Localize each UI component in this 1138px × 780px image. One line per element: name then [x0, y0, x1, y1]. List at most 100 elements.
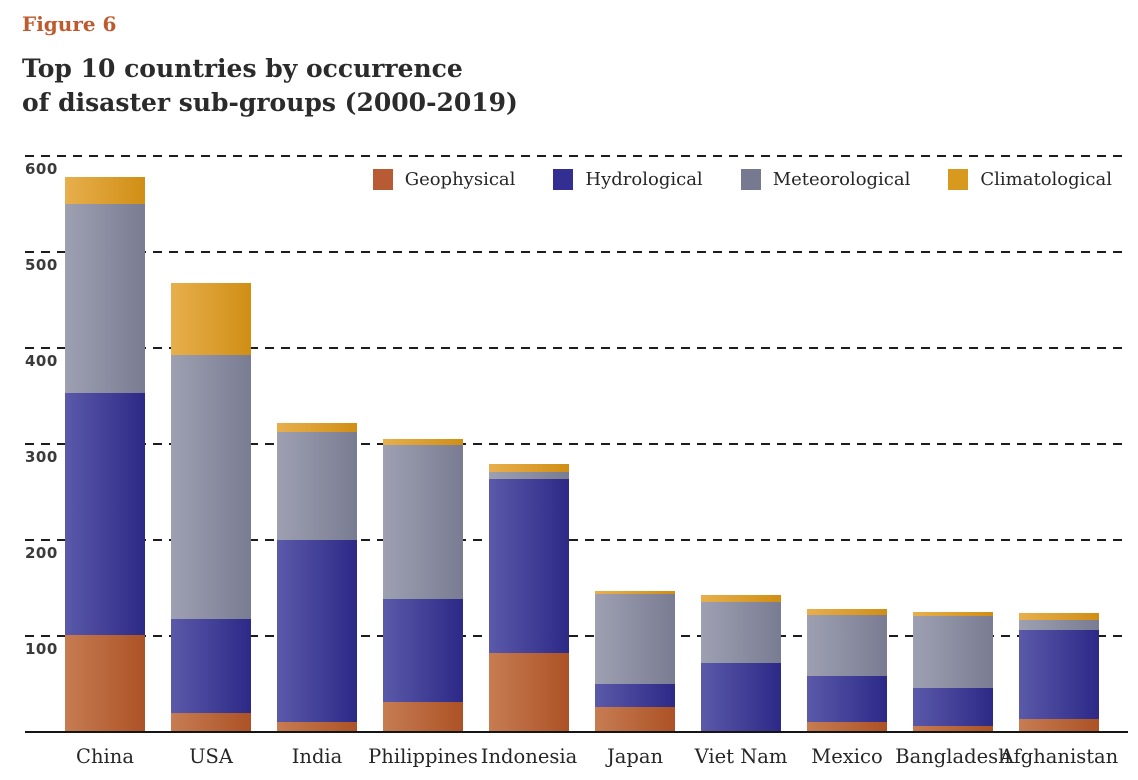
gridline-400: [25, 347, 1128, 349]
x-label-cell-indonesia: Indonesia: [481, 745, 577, 768]
y-tick-label-300: 300: [25, 448, 58, 466]
segment-hydrological-bangladesh: [913, 687, 993, 727]
segment-climatological-afghanistan: [1019, 612, 1099, 620]
y-tick-label-100: 100: [25, 640, 58, 658]
bars-area: [25, 155, 1128, 731]
segment-climatological-india: [277, 422, 357, 433]
legend-swatch-climatological: [948, 169, 969, 190]
segment-hydrological-india: [277, 539, 357, 723]
y-tick-label-500: 500: [25, 256, 58, 274]
x-label-usa: USA: [189, 745, 233, 768]
x-label-philippines: Philippines: [368, 745, 478, 768]
segment-geophysical-india: [277, 722, 357, 731]
legend-label-meteorological: Meteorological: [772, 169, 911, 190]
legend-swatch-hydrological: [553, 169, 574, 190]
x-label-cell-china: China: [65, 745, 145, 768]
chart-title: Top 10 countries by occurrence of disast…: [22, 52, 518, 120]
segment-geophysical-bangladesh: [913, 726, 993, 731]
x-label-indonesia: Indonesia: [480, 745, 578, 768]
gridline-200: [25, 539, 1128, 541]
x-label-cell-afghanistan: Afghanistan: [1000, 745, 1118, 768]
x-label-cell-japan: Japan: [595, 745, 675, 768]
y-tick-label-600: 600: [25, 160, 58, 178]
segment-climatological-bangladesh: [913, 611, 993, 616]
segment-meteorological-indonesia: [489, 471, 569, 479]
segment-geophysical-indonesia: [489, 653, 569, 731]
chart-title-line2: of disaster sub-groups (2000-2019): [22, 88, 518, 117]
bar-viet-nam: [701, 594, 781, 731]
segment-climatological-usa: [171, 282, 251, 355]
legend-label-climatological: Climatological: [980, 169, 1112, 190]
legend-swatch-meteorological: [740, 169, 761, 190]
segment-meteorological-usa: [171, 354, 251, 619]
x-label-india: India: [291, 745, 343, 768]
bar-usa: [171, 282, 251, 731]
x-label-bangladesh: Bangladesh: [895, 745, 1011, 768]
segment-hydrological-indonesia: [489, 478, 569, 654]
segment-hydrological-usa: [171, 618, 251, 713]
segment-hydrological-china: [65, 393, 145, 635]
segment-geophysical-usa: [171, 712, 251, 731]
bar-japan: [595, 590, 675, 731]
x-label-cell-bangladesh: Bangladesh: [895, 745, 1010, 768]
segment-hydrological-philippines: [383, 599, 463, 703]
gridline-100: [25, 635, 1128, 637]
segment-geophysical-china: [65, 635, 145, 731]
bar-indonesia: [489, 464, 569, 731]
x-label-afghanistan: Afghanistan: [999, 745, 1119, 768]
figure-label: Figure 6: [22, 12, 117, 36]
legend-item-geophysical: Geophysical: [372, 169, 516, 190]
x-label-viet-nam: Viet Nam: [694, 745, 788, 768]
segment-climatological-indonesia: [489, 464, 569, 472]
segment-hydrological-japan: [595, 683, 675, 707]
bar-philippines: [383, 439, 463, 731]
x-label-cell-mexico: Mexico: [807, 745, 887, 768]
segment-meteorological-bangladesh: [913, 615, 993, 688]
x-label-cell-viet-nam: Viet Nam: [695, 745, 788, 768]
bar-mexico: [807, 609, 887, 731]
bar-bangladesh: [913, 611, 993, 731]
legend-label-hydrological: Hydrological: [585, 169, 703, 190]
x-label-mexico: Mexico: [811, 745, 883, 768]
x-axis-line: [25, 731, 1128, 733]
bar-india: [277, 422, 357, 731]
segment-geophysical-afghanistan: [1019, 718, 1099, 731]
segment-climatological-japan: [595, 590, 675, 594]
segment-climatological-philippines: [383, 439, 463, 445]
gridline-500: [25, 251, 1128, 253]
stacked-bar-chart: 600 500 400 300 200 100 Geophysical Hydrologic…: [25, 155, 1128, 768]
y-tick-label-400: 400: [25, 352, 58, 370]
x-axis-labels: China USA India Philippines Indonesia Japan Vi…: [25, 745, 1128, 768]
segment-meteorological-india: [277, 432, 357, 540]
segment-climatological-mexico: [807, 609, 887, 615]
segment-meteorological-philippines: [383, 444, 463, 600]
legend-item-hydrological: Hydrological: [553, 169, 703, 190]
bar-china: [65, 177, 145, 731]
bar-afghanistan: [1019, 612, 1099, 731]
segment-climatological-china: [65, 177, 145, 204]
segment-geophysical-philippines: [383, 702, 463, 731]
gridline-300: [25, 443, 1128, 445]
x-label-cell-philippines: Philippines: [368, 745, 478, 768]
legend: Geophysical Hydrological Meteorological Cli…: [372, 169, 1112, 190]
segment-meteorological-mexico: [807, 614, 887, 677]
segment-meteorological-viet-nam: [701, 602, 781, 663]
y-tick-label-200: 200: [25, 544, 58, 562]
segment-hydrological-viet-nam: [701, 662, 781, 731]
segment-geophysical-mexico: [807, 722, 887, 731]
legend-item-meteorological: Meteorological: [740, 169, 911, 190]
segment-meteorological-japan: [595, 593, 675, 684]
chart-title-line1: Top 10 countries by occurrence: [22, 54, 463, 83]
x-label-japan: Japan: [606, 745, 664, 768]
x-label-cell-india: India: [277, 745, 357, 768]
gridline-600: [25, 155, 1128, 157]
legend-label-geophysical: Geophysical: [404, 169, 516, 190]
segment-climatological-viet-nam: [701, 594, 781, 603]
x-label-cell-usa: USA: [171, 745, 251, 768]
x-label-china: China: [76, 745, 134, 768]
segment-meteorological-afghanistan: [1019, 619, 1099, 631]
segment-hydrological-afghanistan: [1019, 630, 1099, 719]
legend-item-climatological: Climatological: [948, 169, 1112, 190]
segment-hydrological-mexico: [807, 676, 887, 723]
legend-swatch-geophysical: [372, 169, 393, 190]
